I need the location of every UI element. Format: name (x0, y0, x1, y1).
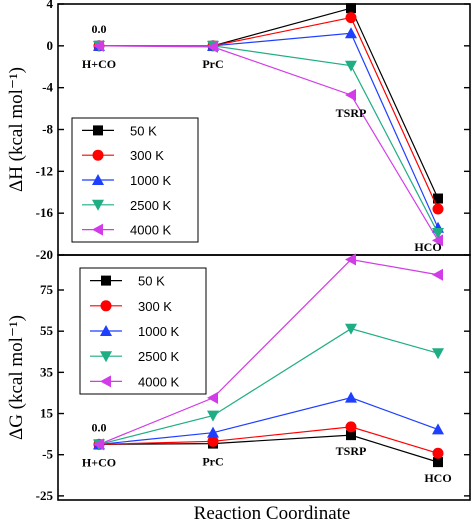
legend-item-1000-k: 1000 K (90, 324, 180, 339)
series-300-k (93, 421, 444, 459)
y-tick-label: 55 (40, 323, 54, 338)
point-label-tsrp: TSRP (336, 444, 367, 458)
data-point (345, 12, 357, 24)
legend-item-2500-k: 2500 K (82, 198, 172, 213)
data-point (345, 60, 357, 72)
data-point (432, 268, 443, 281)
legend-label: 50 K (130, 123, 157, 138)
series-line (98, 397, 439, 446)
point-label-0-0: 0.0 (92, 420, 107, 434)
point-label-0-0: 0.0 (92, 22, 107, 36)
data-point (432, 234, 443, 247)
data-point (432, 447, 444, 459)
plot-frame (57, 254, 471, 501)
y-tick-label: 0 (47, 38, 54, 53)
panel-1: 4 0 -4 -8 -12 -16 -20 ΔH (kcal mol⁻¹) 0.0 H+CO PrC… (6, 0, 471, 262)
y-tick-label: 35 (40, 364, 54, 379)
legend: 50 K 300 K 1000 K 2500 K 4000 K (71, 117, 199, 243)
data-point (345, 391, 357, 403)
data-point (346, 430, 356, 441)
series-2500-k (93, 323, 444, 451)
legend-marker (92, 223, 103, 236)
data-point (432, 203, 444, 215)
y-tick-label: -20 (36, 247, 53, 262)
series-line (98, 45, 439, 241)
data-point (345, 323, 357, 335)
y-tick-label: -8 (42, 122, 53, 137)
point-label-tsrp: TSRP (336, 106, 367, 120)
legend-marker (93, 125, 103, 136)
series-4000-k (93, 39, 443, 247)
legend-item-4000-k: 4000 K (90, 374, 180, 389)
data-point (207, 40, 218, 53)
point-label-hco: HCO (424, 471, 451, 485)
legend-label: 300 K (130, 148, 164, 163)
legend-label: 1000 K (130, 173, 172, 188)
point-label-h-co: H+CO (82, 455, 116, 469)
data-point (432, 228, 444, 240)
legend: 50 K 300 K 1000 K 2500 K 4000 K (79, 267, 207, 395)
legend-marker (100, 375, 111, 388)
series-line (98, 328, 439, 445)
legend-item-1000-k: 1000 K (82, 173, 172, 188)
y-tick-label: 75 (40, 282, 54, 297)
data-point (207, 410, 219, 422)
y-tick-label: -5 (42, 447, 53, 462)
data-point (345, 253, 356, 266)
y-tick-label: 15 (40, 406, 54, 421)
data-point (93, 438, 104, 451)
data-point (433, 457, 443, 468)
point-label-h-co: H+CO (82, 57, 116, 71)
legend-item-300-k: 300 K (90, 299, 172, 314)
panel-2: 75 55 35 15 -5 -25 ΔG (kcal mol⁻¹) 0.0 H+CO PrC TS… (6, 253, 471, 524)
data-point (207, 426, 219, 438)
legend-item-300-k: 300 K (82, 148, 164, 163)
legend-marker (100, 325, 112, 336)
legend-marker (92, 174, 104, 185)
y-tick-label: -25 (36, 488, 54, 503)
y-tick-label: -4 (42, 80, 53, 95)
legend-label: 300 K (138, 299, 172, 314)
y-axis-title: ΔG (kcal mol⁻¹) (6, 315, 27, 440)
legend-label: 4000 K (138, 374, 180, 389)
y-axis-title: ΔH (kcal mol⁻¹) (6, 67, 27, 192)
legend-marker (101, 275, 111, 286)
legend-label: 50 K (138, 274, 165, 289)
data-point (345, 88, 356, 101)
legend-label: 1000 K (138, 324, 180, 339)
point-label-prc: PrC (202, 455, 223, 469)
y-tick-label: -16 (36, 205, 54, 220)
legend-marker (92, 199, 104, 211)
point-label-prc: PrC (202, 57, 223, 71)
legend-marker (100, 300, 112, 312)
series-line (98, 426, 439, 454)
data-point (93, 39, 104, 52)
data-point (207, 391, 218, 404)
legend-label: 4000 K (130, 223, 172, 238)
data-point (432, 348, 444, 360)
legend-label: 2500 K (138, 349, 180, 364)
legend-item-50-k: 50 K (82, 123, 157, 138)
series-line (98, 434, 439, 463)
data-point (345, 421, 357, 433)
data-point (346, 3, 356, 14)
data-point (432, 423, 444, 435)
series-line (98, 258, 439, 445)
x-axis-title: Reaction Coordinate (194, 503, 351, 522)
legend-item-2500-k: 2500 K (90, 349, 180, 364)
legend-item-4000-k: 4000 K (82, 223, 172, 238)
data-point (345, 27, 357, 39)
series-4000-k (93, 253, 443, 451)
legend-marker (92, 149, 104, 161)
legend-item-50-k: 50 K (90, 274, 165, 289)
data-point (207, 435, 219, 447)
y-tick-label: 4 (47, 0, 54, 11)
point-label-hco: HCO (414, 240, 441, 254)
legend-marker (100, 351, 112, 363)
y-tick-label: -12 (36, 163, 53, 178)
legend-label: 2500 K (130, 198, 172, 213)
data-point (433, 193, 443, 204)
